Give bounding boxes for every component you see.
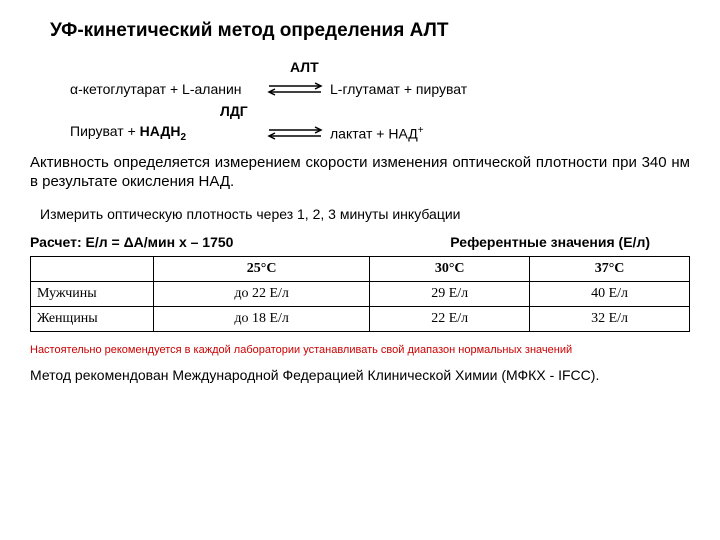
enzyme-1: АЛТ: [290, 59, 319, 75]
reaction1-right: L-глутамат + пируват: [330, 81, 467, 97]
table-header: 30°С: [370, 256, 530, 281]
table-row: Мужчины до 22 Е/л 29 Е/л 40 Е/л: [31, 281, 690, 306]
table-cell: 32 Е/л: [530, 306, 690, 331]
reactions-block: АЛТ α-кетоглутарат + L-аланин L-глутамат…: [70, 56, 690, 144]
table-header: 25°С: [154, 256, 370, 281]
table-row: Женщины до 18 Е/л 22 Е/л 32 Е/л: [31, 306, 690, 331]
table-header-row: 25°С 30°С 37°С: [31, 256, 690, 281]
footnote-text: Настоятельно рекомендуется в каждой лабо…: [30, 344, 690, 356]
description-text: Активность определяется измерением скоро…: [30, 154, 690, 192]
table-cell: 40 Е/л: [530, 281, 690, 306]
table-cell: до 18 Е/л: [154, 306, 370, 331]
table-cell: 29 Е/л: [370, 281, 530, 306]
reaction2-right: лактат + НАД+: [330, 125, 424, 142]
reaction1-left: α-кетоглутарат + L-аланин: [70, 81, 260, 97]
double-arrow-icon: [260, 126, 330, 140]
table-cell: Женщины: [31, 306, 154, 331]
table-cell: до 22 Е/л: [154, 281, 370, 306]
enzyme-2: ЛДГ: [220, 103, 248, 119]
table-cell: 22 Е/л: [370, 306, 530, 331]
table-header: 37°С: [530, 256, 690, 281]
reference-title: Референтные значения (Е/л): [450, 234, 650, 250]
reference-table: 25°С 30°С 37°С Мужчины до 22 Е/л 29 Е/л …: [30, 256, 690, 332]
double-arrow-icon: [260, 82, 330, 96]
page-title: УФ-кинетический метод определения АЛТ: [50, 20, 690, 42]
table-header: [31, 256, 154, 281]
measure-text: Измерить оптическую плотность через 1, 2…: [40, 206, 690, 222]
calculation-text: Расчет: Е/л = ΔА/мин х – 1750: [30, 234, 233, 250]
final-text: Метод рекомендован Международной Федерац…: [30, 366, 690, 384]
table-cell: Мужчины: [31, 281, 154, 306]
reaction2-left: Пируват + НАДН2: [70, 123, 260, 143]
